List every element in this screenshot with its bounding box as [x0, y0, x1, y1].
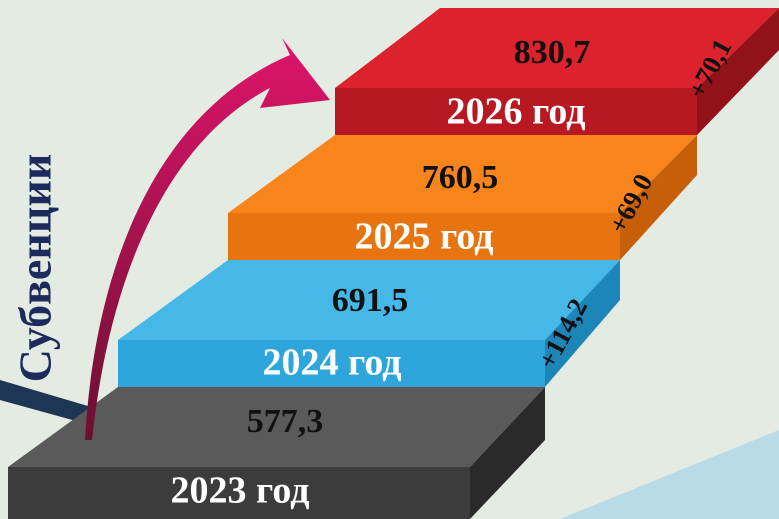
year-label: 2024 год: [263, 342, 402, 384]
step-top: [8, 387, 545, 467]
step-front: [118, 340, 545, 387]
step-top: [335, 8, 779, 88]
value-label: 577,3: [247, 403, 324, 440]
step-top: [228, 135, 697, 213]
decor: [560, 430, 779, 519]
year-label: 2023 год: [171, 470, 310, 512]
value-label: 760,5: [422, 159, 499, 196]
step-top: [118, 260, 620, 340]
step-front: [335, 88, 697, 135]
year-label: 2025 год: [355, 216, 494, 258]
value-label: 830,7: [514, 34, 591, 71]
value-label: 691,5: [332, 282, 409, 319]
title: Субвенции: [10, 154, 61, 383]
step-side: [545, 260, 620, 387]
step-front: [8, 467, 470, 519]
step-side: [620, 135, 697, 260]
arrow: [85, 38, 330, 440]
step-front: [228, 213, 620, 260]
year-label: 2026 год: [447, 91, 586, 133]
step-side: [697, 8, 779, 135]
step-side: [470, 387, 545, 519]
